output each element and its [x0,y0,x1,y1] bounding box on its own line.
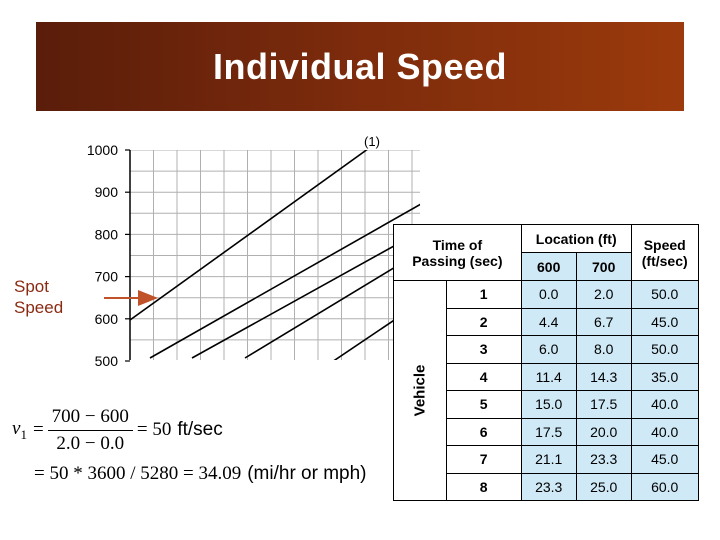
time-at-700: 8.0 [575,335,632,364]
y-tick-label: 900 [95,184,119,200]
formula-denominator: 2.0 − 0.0 [56,432,125,454]
header-location-700: 700 [575,252,632,281]
table-row: 7 21.1 23.3 45.0 [394,445,699,474]
vehicle-trajectory-line-1 [130,150,368,321]
table-row: 5 15.0 17.5 40.0 [394,390,699,419]
vehicle-id: 4 [445,362,522,391]
formula-unit-mph: (mi/hr or mph) [247,463,367,484]
time-at-700: 25.0 [575,472,632,501]
y-ticks: 1000 900 800 700 600 500 [87,142,130,369]
vehicle-trajectory-line-2 [149,203,420,359]
vehicle-column-label: Vehicle [393,280,447,501]
spot-speed-label: Spot Speed [14,276,78,318]
speed-formula: v1 = 700 − 600 2.0 − 0.0 = 50 ft/sec = 5… [12,400,402,496]
time-at-700: 14.3 [575,362,632,391]
speed-value: 35.0 [630,362,699,391]
speed-value: 50.0 [630,280,699,309]
time-at-700: 17.5 [575,390,632,419]
table-row: 4 11.4 14.3 35.0 [394,362,699,391]
formula-v-symbol: v1 [12,417,27,442]
series-1-annotation: (1) [364,134,380,149]
time-at-600: 0.0 [520,280,577,309]
speed-value: 40.0 [630,417,699,446]
formula-numerator: 700 − 600 [47,406,133,431]
y-tick-label: 700 [95,269,119,285]
table-row: 6 17.5 20.0 40.0 [394,417,699,446]
formula-result: = 50 [136,419,172,440]
y-tick-label: 600 [95,311,119,327]
time-at-600: 17.5 [520,417,577,446]
formula-line-2: = 50 * 3600 / 5280 = 34.09 (mi/hr or mph… [34,461,367,487]
time-at-700: 20.0 [575,417,632,446]
formula-conversion: = 50 * 3600 / 5280 = 34.09 [34,463,242,484]
speed-value: 45.0 [630,307,699,336]
time-at-600: 23.3 [520,472,577,501]
y-tick-label: 500 [95,353,119,369]
time-at-600: 6.0 [520,335,577,364]
formula-unit-ftsec: ft/sec [177,419,223,440]
vehicle-id: 1 [445,280,522,309]
vehicle-id: 8 [445,472,522,501]
vehicle-id: 7 [445,445,522,474]
formula-line-1: v1 = 700 − 600 2.0 − 0.0 = 50 ft/sec [12,405,223,455]
formula-fraction: 700 − 600 2.0 − 0.0 [47,406,133,455]
chart-series [130,150,420,360]
y-tick-label: 800 [95,226,119,242]
vehicle-data-table: Time of Passing (sec) Location (ft) Spee… [393,224,699,501]
table-row: 2 4.4 6.7 45.0 [394,307,699,336]
speed-value: 50.0 [630,335,699,364]
time-at-700: 23.3 [575,445,632,474]
speed-value: 60.0 [630,472,699,501]
header-location: Location (ft) [520,224,632,253]
time-at-600: 15.0 [520,390,577,419]
speed-value: 40.0 [630,390,699,419]
title-bar: Individual Speed [36,22,684,111]
header-speed: Speed (ft/sec) [630,224,699,281]
y-tick-label: 1000 [87,142,118,158]
vehicle-trajectory-line-3 [191,230,420,359]
header-time-of-passing: Time of Passing (sec) [393,224,522,281]
table-row: 8 23.3 25.0 60.0 [394,472,699,501]
header-location-600: 600 [520,252,577,281]
spot-speed-label-line2: Speed [14,298,64,317]
page-title: Individual Speed [212,45,508,87]
time-at-600: 4.4 [520,307,577,336]
time-at-600: 11.4 [520,362,577,391]
table-row: Vehicle 1 0.0 2.0 50.0 [393,280,699,501]
vehicle-id: 2 [445,307,522,336]
time-at-700: 2.0 [575,280,632,309]
table-row: 3 6.0 8.0 50.0 [394,335,699,364]
chart-grid [130,150,420,360]
vehicle-id: 5 [445,390,522,419]
vehicle-id: 3 [445,335,522,364]
spot-speed-label-line1: Spot [14,277,49,296]
speed-value: 45.0 [630,445,699,474]
time-at-700: 6.7 [575,307,632,336]
vehicle-id: 6 [445,417,522,446]
time-at-600: 21.1 [520,445,577,474]
